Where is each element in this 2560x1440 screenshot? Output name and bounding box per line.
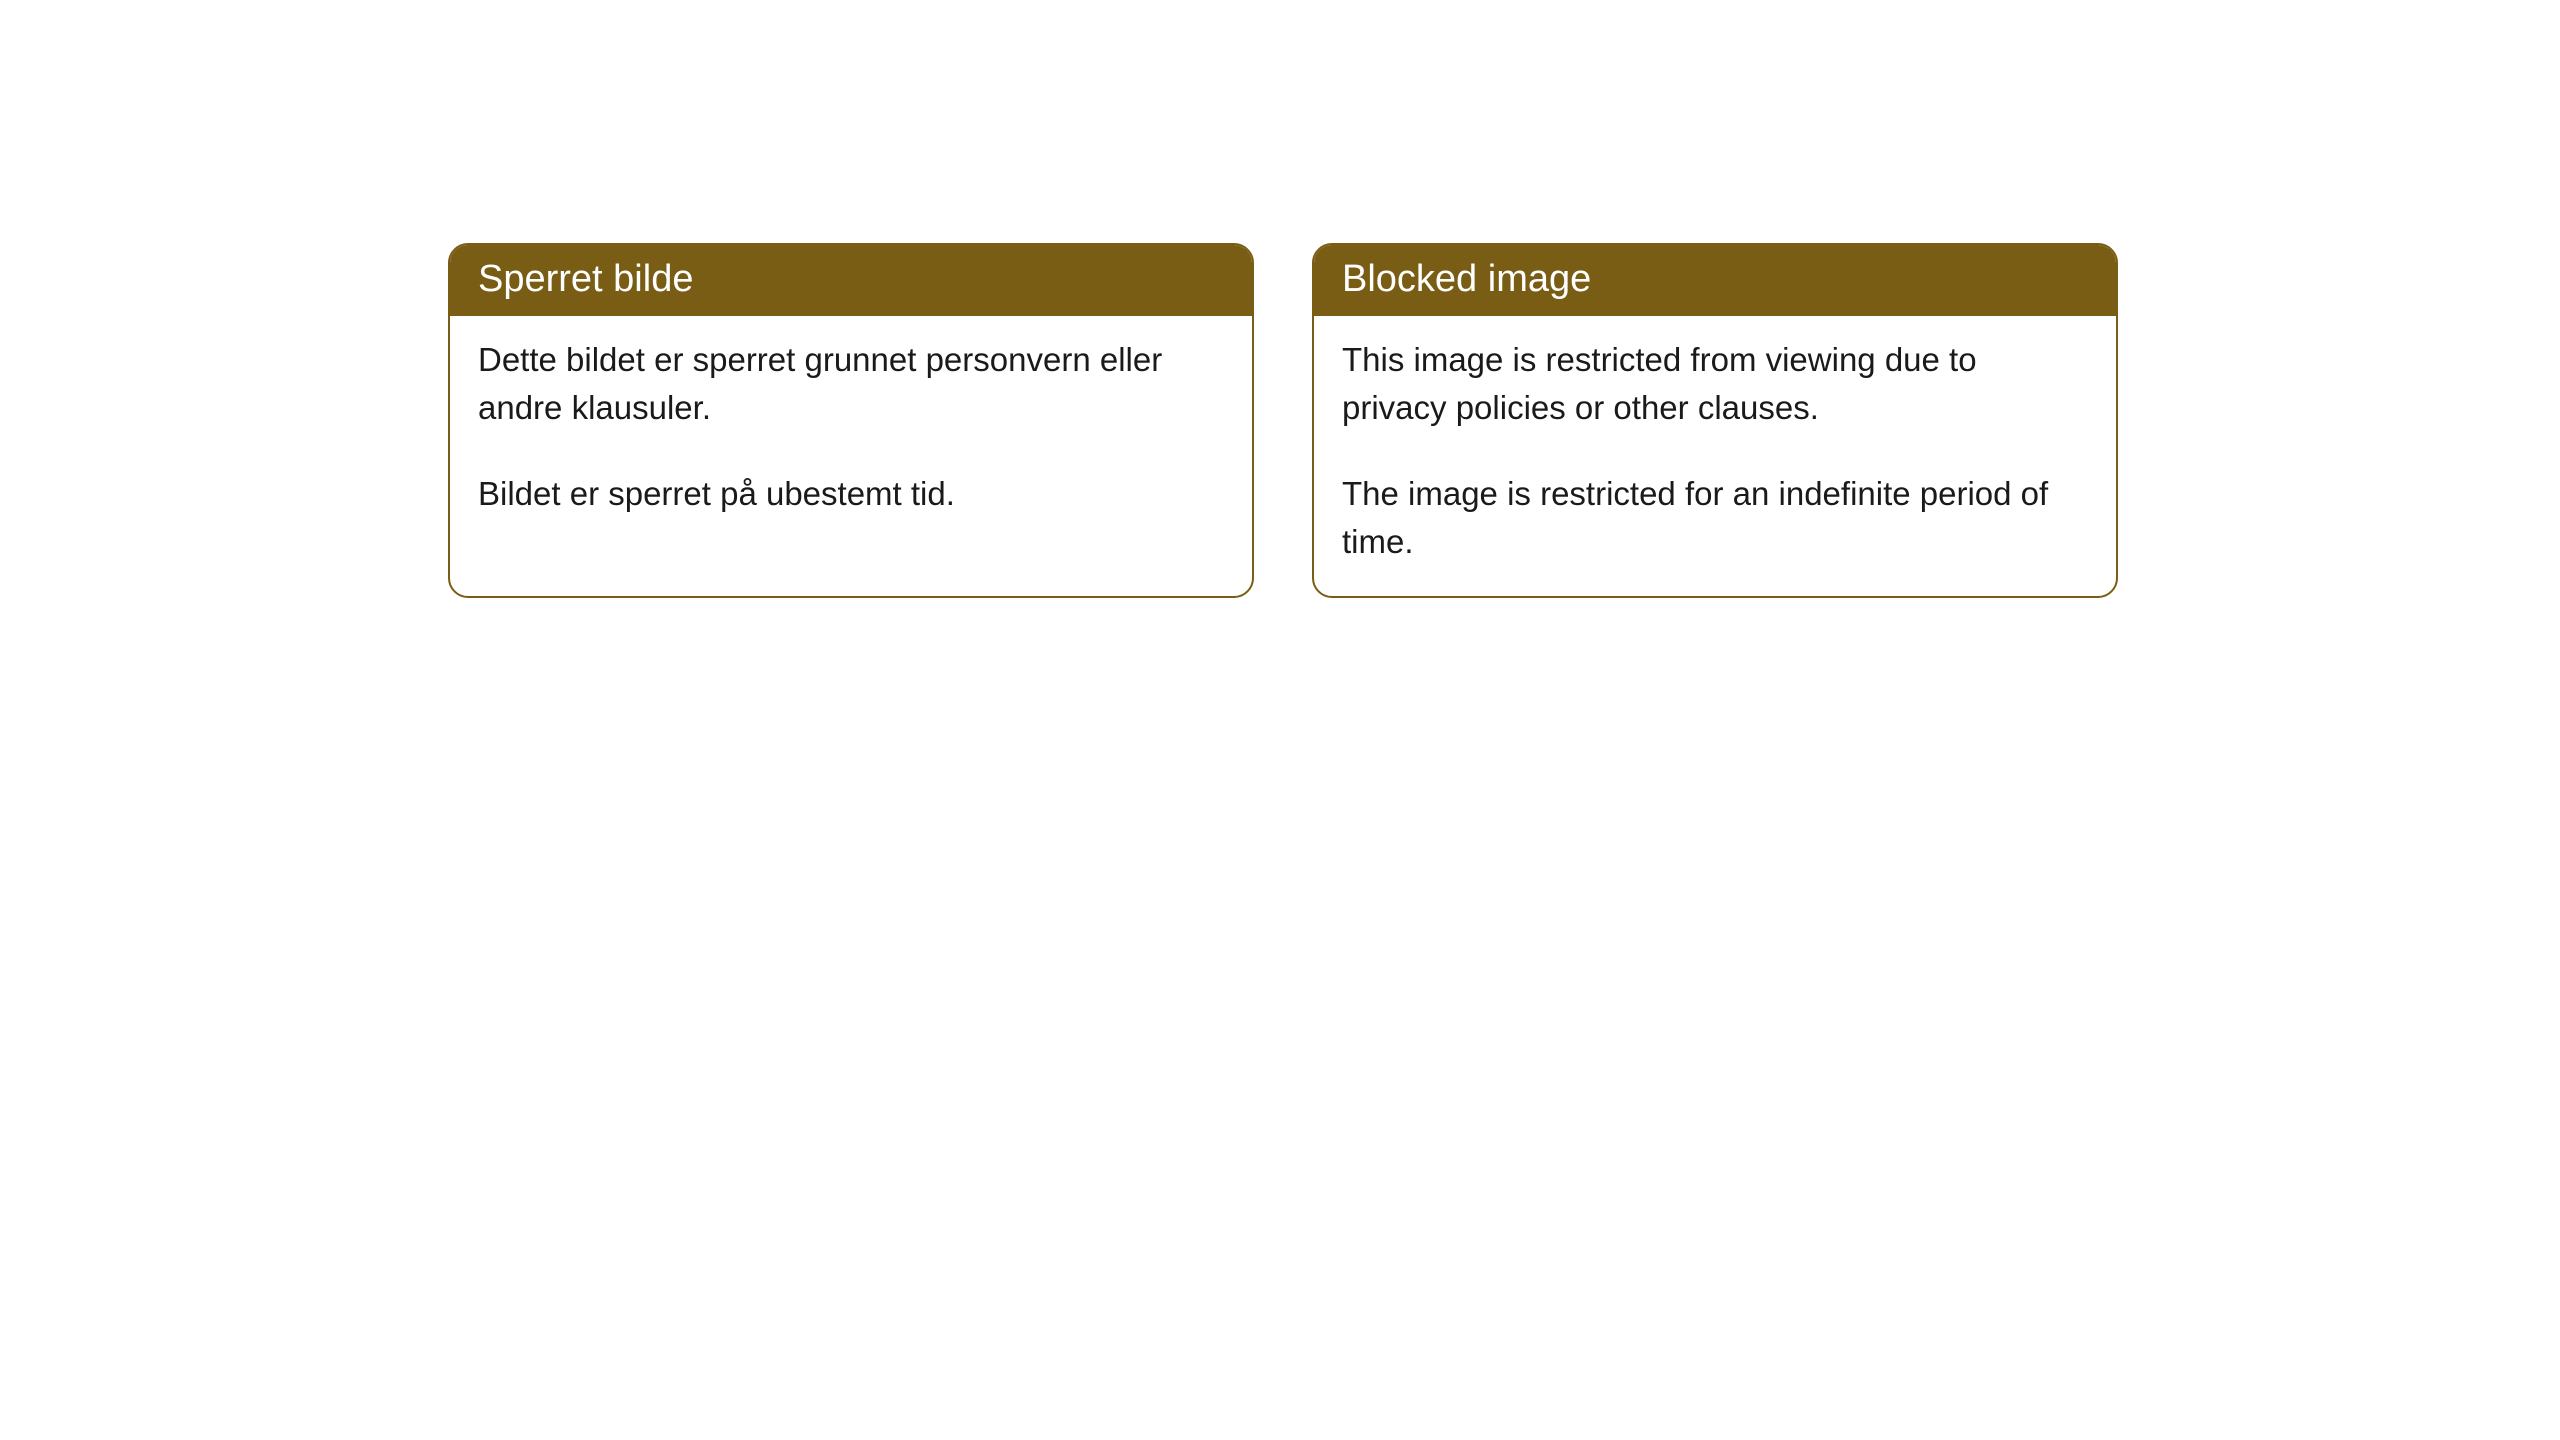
card-paragraph: This image is restricted from viewing du… <box>1342 336 2088 432</box>
card-body-norwegian: Dette bildet er sperret grunnet personve… <box>450 316 1252 566</box>
cards-container: Sperret bilde Dette bildet er sperret gr… <box>448 243 2118 598</box>
card-paragraph: Dette bildet er sperret grunnet personve… <box>478 336 1224 432</box>
card-body-english: This image is restricted from viewing du… <box>1314 316 2116 595</box>
card-header-norwegian: Sperret bilde <box>450 245 1252 316</box>
card-paragraph: Bildet er sperret på ubestemt tid. <box>478 470 1224 518</box>
card-header-english: Blocked image <box>1314 245 2116 316</box>
card-norwegian: Sperret bilde Dette bildet er sperret gr… <box>448 243 1254 598</box>
card-paragraph: The image is restricted for an indefinit… <box>1342 470 2088 566</box>
card-english: Blocked image This image is restricted f… <box>1312 243 2118 598</box>
